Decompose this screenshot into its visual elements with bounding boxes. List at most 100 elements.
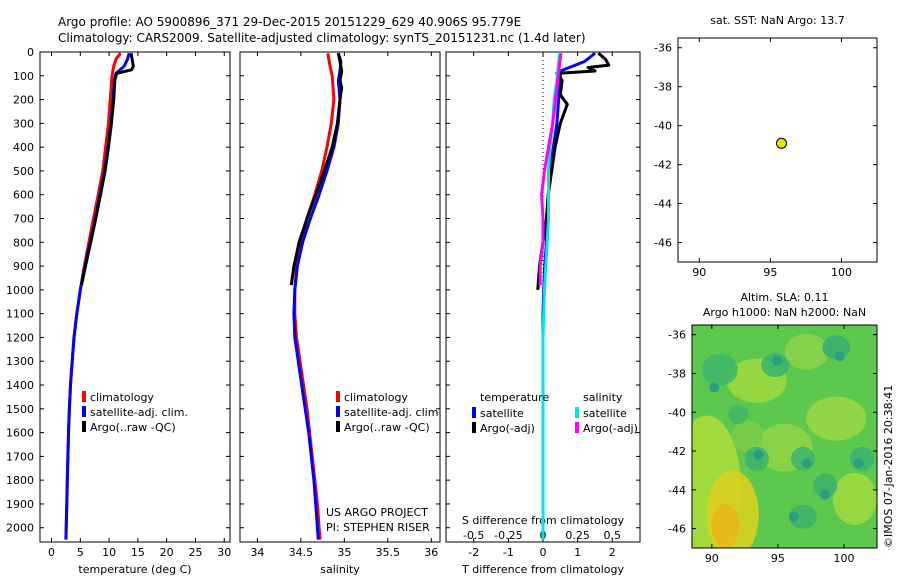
x-tick-label: 2 (609, 546, 616, 559)
x-tick-label: 1 (574, 546, 581, 559)
sla-eddy-core (801, 458, 812, 469)
legend-swatch (472, 407, 476, 418)
legend-swatch (575, 422, 579, 433)
x-tick-label: 15 (131, 546, 145, 559)
x-tick-label: 34.5 (289, 546, 314, 559)
legend-swatch (82, 421, 86, 432)
map-x-tick-label: 90 (705, 552, 719, 565)
sla-eddy-core (788, 511, 799, 522)
y-tick-label: 1200 (6, 331, 34, 344)
x-axis-label: salinity (320, 563, 360, 576)
x2-tick-label: 0.5 (604, 529, 622, 542)
sla-eddy-core (709, 382, 720, 393)
x-tick-label: 0 (540, 546, 547, 559)
sla-eddy-core (772, 355, 783, 366)
x-tick-label: 30 (217, 546, 231, 559)
series-line-3 (538, 53, 563, 286)
map-frame (691, 324, 878, 549)
map-x-tick-label: 95 (771, 552, 785, 565)
map-y-tick-label: -40 (668, 406, 686, 419)
map-y-tick-label: -44 (654, 198, 672, 211)
sla-eddy-core (753, 449, 764, 460)
y-tick-label: 1300 (6, 355, 34, 368)
legend-label: satellite-adj. clim. (344, 406, 442, 419)
salinity-panel: 34 34.5 35 35.5 36 salinity climatology satelli… (239, 51, 442, 576)
y-tick-label: 900 (13, 260, 34, 273)
legend-label: Argo(..raw -QC) (90, 421, 176, 434)
sla-feature (789, 504, 817, 529)
x-tick-label: 34 (250, 546, 264, 559)
y-tick-label: 500 (13, 165, 34, 178)
map-y-tick-label: -36 (668, 329, 686, 342)
y-tick-label: 1100 (6, 308, 34, 321)
legend-title: salinity (583, 391, 623, 404)
x-tick-label: 5 (77, 546, 84, 559)
x2-tick-label: -0.5 (463, 529, 484, 542)
sla-feature (832, 472, 877, 525)
y-tick-label: 700 (13, 213, 34, 226)
x2-tick-label: -0.25 (494, 529, 522, 542)
sla-feature (728, 404, 749, 425)
y-tick-label: 600 (13, 189, 34, 202)
y-tick-label: 300 (13, 117, 34, 130)
y-tick-label: 400 (13, 141, 34, 154)
legend-label: Argo(..raw -QC) (344, 421, 430, 434)
legend-swatch (336, 391, 340, 402)
map-y-tick-label: -42 (668, 445, 686, 458)
y-tick-label: 200 (13, 94, 34, 107)
sla-feature (850, 446, 875, 471)
y-tick-label: 1800 (6, 474, 34, 487)
y-tick-label: 1000 (6, 284, 34, 297)
series-line-2 (80, 52, 135, 286)
legend-label: satellite-adj. clim. (90, 406, 188, 419)
series-line-1 (536, 52, 611, 291)
x-tick-label: 35.5 (376, 546, 401, 559)
sla-feature (731, 420, 764, 453)
map-y-tick-label: -46 (654, 237, 672, 250)
legend-swatch (575, 407, 579, 418)
legend-swatch (82, 391, 86, 402)
legend-label: Argo(-adj) (583, 422, 638, 435)
legend-swatch (336, 406, 340, 417)
map-y-tick-label: -42 (654, 159, 672, 172)
location-map-panel: sat. SST: NaN Argo: 13.7 90 95 100 -36 -38 -40… (654, 14, 878, 279)
argo-location-point (775, 137, 787, 149)
y-tick-label: 1400 (6, 379, 34, 392)
temperature-panel: 0 5 10 15 20 25 300100200300400500600700800900… (6, 46, 231, 576)
x-tick-label: 25 (188, 546, 202, 559)
legend-label: Argo(-adj) (480, 422, 535, 435)
x-tick-label: 20 (160, 546, 174, 559)
figure-title-line1: Argo profile: AO 5900896_371 29-Dec-2015… (58, 15, 521, 29)
x-axis-label: T difference from climatology (461, 563, 624, 576)
x-tick-label: 35 (337, 546, 351, 559)
x2-tick-label: 0.25 (565, 529, 590, 542)
map-y-tick-label: -46 (668, 523, 686, 536)
map-y-tick-label: -38 (668, 367, 686, 380)
map-title: sat. SST: NaN Argo: 13.7 (710, 14, 844, 27)
x-tick-label: 0 (48, 546, 55, 559)
sla-eddy-core (835, 351, 845, 362)
map-title: Argo h1000: NaN h2000: NaN (703, 306, 866, 319)
x-tick-label: 10 (102, 546, 116, 559)
x-tick-label: -2 (468, 546, 479, 559)
x-tick-label: -1 (503, 546, 514, 559)
legend-label: satellite (583, 407, 627, 420)
credit-label: ©IMOS 07-Jan-2016 20:38:41 (882, 385, 895, 548)
map-x-tick-label: 100 (831, 266, 852, 279)
map-y-tick-label: -38 (654, 81, 672, 94)
y-tick-label: 0 (27, 46, 34, 59)
y-tick-label: 1500 (6, 403, 34, 416)
legend-swatch (82, 406, 86, 417)
x-tick-label: 36 (424, 546, 438, 559)
y-tick-label: 800 (13, 236, 34, 249)
y-tick-label: 1600 (6, 427, 34, 440)
legend-swatch (336, 421, 340, 432)
sla-heatmap (692, 325, 877, 548)
project-label: US ARGO PROJECT (326, 506, 428, 519)
sla-feature (791, 446, 815, 471)
map-x-tick-label: 100 (833, 552, 854, 565)
y-tick-label: 1900 (6, 498, 34, 511)
y-tick-label: 1700 (6, 450, 34, 463)
